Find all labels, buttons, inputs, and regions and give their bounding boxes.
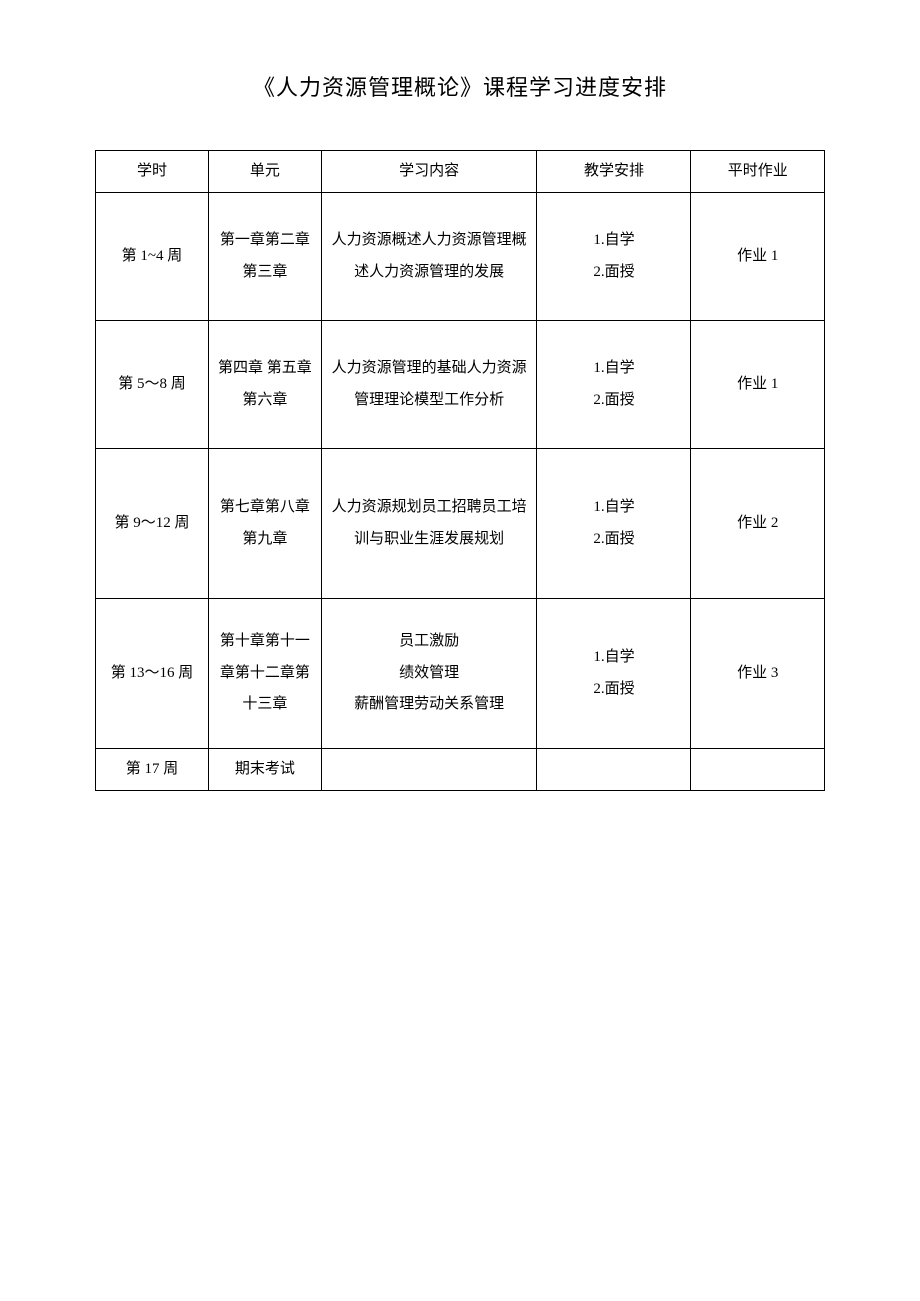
table-row: 第 1~4 周 第一章第二章第三章 人力资源概述人力资源管理概述人力资源管理的发… <box>96 193 825 321</box>
table-row: 第 5～8 周 第四章 第五章第六章 人力资源管理的基础人力资源管理理论模型工作… <box>96 321 825 449</box>
cell-content: 人力资源规划员工招聘员工培训与职业生涯发展规划 <box>321 449 537 599</box>
table-row: 第 13～16 周 第十章第十一章第十二章第十三章 员工激励 绩效管理 薪酬管理… <box>96 599 825 749</box>
cell-period: 第 17 周 <box>96 749 209 791</box>
col-header-period: 学时 <box>96 151 209 193</box>
cell-arrangement <box>537 749 691 791</box>
cell-period: 第 9～12 周 <box>96 449 209 599</box>
cell-homework: 作业 3 <box>691 599 825 749</box>
cell-period: 第 5～8 周 <box>96 321 209 449</box>
cell-content: 人力资源管理的基础人力资源管理理论模型工作分析 <box>321 321 537 449</box>
cell-content: 人力资源概述人力资源管理概述人力资源管理的发展 <box>321 193 537 321</box>
cell-homework: 作业 1 <box>691 321 825 449</box>
col-header-arrangement: 教学安排 <box>537 151 691 193</box>
table-row: 第 17 周 期末考试 <box>96 749 825 791</box>
cell-homework: 作业 1 <box>691 193 825 321</box>
table-row: 第 9～12 周 第七章第八章第九章 人力资源规划员工招聘员工培训与职业生涯发展… <box>96 449 825 599</box>
cell-unit: 第七章第八章第九章 <box>208 449 321 599</box>
cell-homework <box>691 749 825 791</box>
cell-unit: 第四章 第五章第六章 <box>208 321 321 449</box>
cell-unit: 第十章第十一章第十二章第十三章 <box>208 599 321 749</box>
cell-arrangement: 1.自学 2.面授 <box>537 321 691 449</box>
schedule-table: 学时 单元 学习内容 教学安排 平时作业 第 1~4 周 第一章第二章第三章 人… <box>95 150 825 791</box>
cell-content: 员工激励 绩效管理 薪酬管理劳动关系管理 <box>321 599 537 749</box>
cell-homework: 作业 2 <box>691 449 825 599</box>
cell-unit: 第一章第二章第三章 <box>208 193 321 321</box>
table-header-row: 学时 单元 学习内容 教学安排 平时作业 <box>96 151 825 193</box>
cell-period: 第 1~4 周 <box>96 193 209 321</box>
col-header-homework: 平时作业 <box>691 151 825 193</box>
cell-content <box>321 749 537 791</box>
col-header-content: 学习内容 <box>321 151 537 193</box>
page-title: 《人力资源管理概论》课程学习进度安排 <box>95 70 825 102</box>
cell-arrangement: 1.自学 2.面授 <box>537 449 691 599</box>
cell-arrangement: 1.自学 2.面授 <box>537 193 691 321</box>
cell-arrangement: 1.自学 2.面授 <box>537 599 691 749</box>
cell-period: 第 13～16 周 <box>96 599 209 749</box>
cell-unit: 期末考试 <box>208 749 321 791</box>
col-header-unit: 单元 <box>208 151 321 193</box>
